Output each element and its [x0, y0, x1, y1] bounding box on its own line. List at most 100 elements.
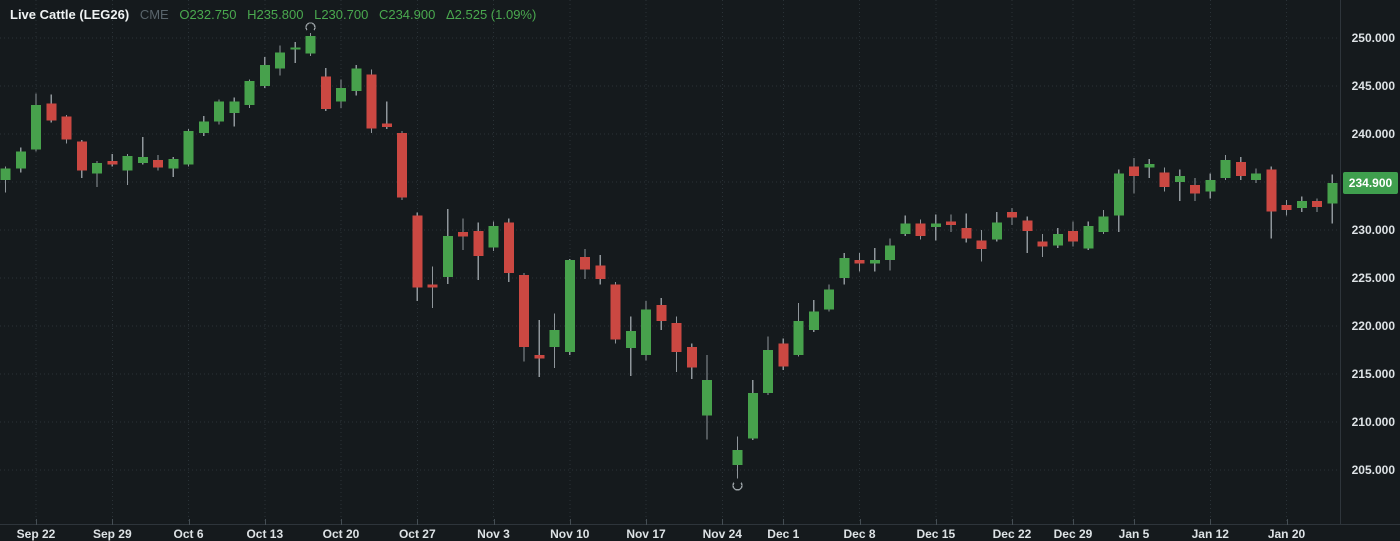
candle[interactable] [229, 97, 240, 127]
candle[interactable] [549, 313, 560, 369]
candle[interactable] [412, 212, 423, 301]
candle[interactable] [595, 255, 606, 285]
candle[interactable] [961, 213, 972, 243]
candle[interactable] [198, 115, 209, 136]
date-axis-label: Nov 24 [702, 527, 742, 541]
candle[interactable] [1220, 155, 1231, 181]
candle[interactable] [503, 218, 514, 282]
candle[interactable] [656, 298, 667, 330]
candle[interactable] [381, 101, 392, 130]
candle[interactable] [900, 215, 911, 236]
candle[interactable] [1037, 233, 1048, 257]
candle[interactable] [122, 154, 133, 185]
candle[interactable] [1068, 221, 1078, 247]
candle[interactable] [137, 136, 148, 165]
candle[interactable] [1007, 207, 1017, 226]
candle[interactable] [92, 160, 102, 187]
candle[interactable] [442, 208, 453, 284]
candle[interactable] [1266, 166, 1277, 239]
candle[interactable] [854, 253, 865, 272]
candle[interactable] [1098, 209, 1109, 234]
candle[interactable] [1144, 159, 1155, 179]
candle[interactable] [0, 166, 11, 193]
price-axis[interactable]: 250.000 245.000 240.000 230.000 225.000 220.0… [1340, 0, 1400, 524]
candle[interactable] [397, 131, 407, 201]
candle[interactable] [641, 301, 651, 361]
candle[interactable] [473, 222, 484, 280]
candle[interactable] [320, 67, 331, 111]
candle[interactable] [686, 343, 697, 379]
candle[interactable] [1235, 157, 1246, 181]
candle-body [900, 223, 911, 234]
candle[interactable] [275, 45, 285, 76]
candle[interactable] [1312, 198, 1322, 212]
candle[interactable] [1022, 216, 1033, 253]
candle[interactable] [610, 281, 621, 344]
candle[interactable] [259, 57, 270, 88]
candle[interactable] [427, 266, 438, 308]
candle[interactable] [46, 94, 57, 123]
candle[interactable] [1083, 221, 1094, 251]
candle[interactable] [702, 354, 712, 440]
candle[interactable] [1190, 178, 1200, 202]
candle[interactable] [625, 316, 636, 376]
candle[interactable] [305, 33, 316, 57]
candle[interactable] [351, 64, 362, 96]
candle[interactable] [1251, 168, 1261, 183]
candle[interactable] [244, 79, 255, 109]
candle[interactable] [869, 248, 880, 272]
candle[interactable] [1174, 169, 1185, 202]
candle[interactable] [991, 211, 1002, 242]
candle[interactable] [61, 114, 72, 144]
candle[interactable] [976, 230, 987, 262]
candle[interactable] [747, 379, 758, 441]
candle[interactable] [534, 320, 545, 377]
candle[interactable] [1296, 196, 1307, 212]
price-axis-label: 230.000 [1351, 223, 1395, 237]
candle[interactable] [564, 258, 575, 355]
candle[interactable] [930, 214, 941, 241]
candle[interactable] [183, 129, 194, 167]
candle-body [1159, 172, 1170, 187]
candle[interactable] [1129, 158, 1139, 194]
candle[interactable] [808, 300, 819, 332]
candle-body [1083, 226, 1094, 249]
symbol-title[interactable]: Live Cattle (LEG26) [10, 7, 130, 22]
candle-body [259, 64, 270, 86]
candle[interactable] [732, 436, 743, 479]
candle[interactable] [336, 79, 346, 109]
candle[interactable] [778, 338, 789, 371]
candle[interactable] [76, 139, 87, 179]
ohlc-change: Δ2.525 (1.09%) [445, 7, 537, 22]
candle[interactable] [946, 214, 956, 232]
candle[interactable] [793, 303, 804, 357]
candle[interactable] [214, 99, 224, 125]
candle[interactable] [1281, 200, 1292, 216]
candle-body [580, 256, 590, 270]
candle[interactable] [488, 221, 499, 252]
candle[interactable] [31, 93, 41, 152]
candle[interactable] [1159, 167, 1170, 192]
candle[interactable] [839, 253, 850, 285]
candle[interactable] [824, 284, 834, 312]
candle[interactable] [168, 157, 179, 178]
candle[interactable] [290, 41, 301, 63]
candle[interactable] [885, 238, 895, 271]
candle[interactable] [1052, 228, 1063, 249]
candle[interactable] [671, 316, 682, 373]
candle[interactable] [1113, 169, 1124, 232]
candle[interactable] [15, 147, 26, 173]
candle[interactable] [763, 336, 773, 396]
date-axis[interactable]: Sep 22 Sep 29 Oct 6 Oct 13 Oct 20 Oct 27 Nov 3… [0, 519, 1400, 541]
candle[interactable] [153, 155, 163, 171]
candle[interactable] [107, 154, 118, 167]
candle[interactable] [519, 273, 529, 362]
candle[interactable] [458, 218, 468, 251]
candle[interactable] [1205, 173, 1216, 199]
candle[interactable] [366, 69, 377, 133]
candle[interactable] [1327, 174, 1338, 224]
candle[interactable] [915, 219, 926, 240]
candle-body [244, 81, 255, 106]
candle[interactable] [580, 249, 590, 279]
